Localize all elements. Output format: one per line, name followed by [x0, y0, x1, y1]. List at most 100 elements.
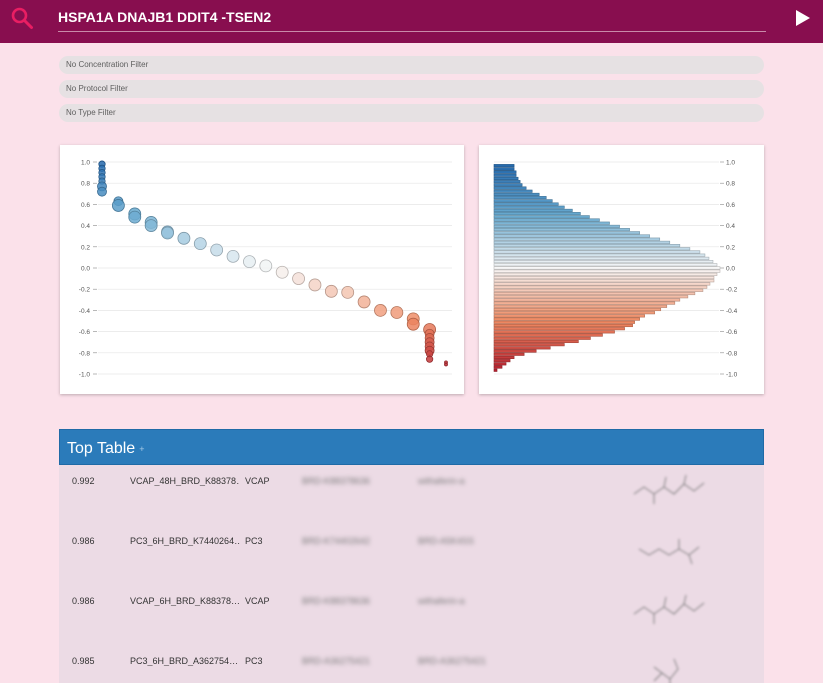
histogram-bar[interactable] — [493, 323, 633, 328]
scatter-point[interactable] — [275, 265, 289, 279]
scatter-point[interactable] — [226, 249, 240, 263]
histogram-bar[interactable] — [493, 183, 523, 187]
histogram-bar[interactable] — [493, 240, 671, 244]
scatter-point[interactable] — [193, 237, 207, 251]
search-icon[interactable] — [10, 6, 34, 30]
histogram-bar[interactable] — [493, 260, 714, 264]
scatter-point[interactable] — [426, 355, 434, 363]
type-filter[interactable]: No Type Filter — [59, 104, 764, 122]
scatter-point[interactable] — [374, 303, 387, 317]
scatter-point[interactable] — [177, 231, 191, 245]
histogram-bar[interactable] — [493, 228, 630, 232]
histogram-bar[interactable] — [493, 167, 515, 171]
histogram-bar[interactable] — [493, 215, 590, 219]
histogram-bar[interactable] — [493, 314, 645, 318]
histogram-bar[interactable] — [493, 237, 661, 241]
signature-cell[interactable]: PC3_6H_BRD_K7440264… — [130, 536, 240, 546]
histogram-bar[interactable] — [493, 359, 511, 363]
scatter-point[interactable] — [128, 210, 142, 224]
histogram-bar[interactable] — [493, 368, 498, 372]
scatter-point[interactable] — [144, 219, 158, 232]
histogram-bar[interactable] — [493, 263, 718, 267]
scatter-point[interactable] — [111, 199, 125, 212]
histogram-bar[interactable] — [493, 164, 515, 168]
histogram-bar[interactable] — [493, 173, 517, 177]
histogram-bar[interactable] — [493, 362, 507, 366]
scatter-point[interactable] — [259, 259, 273, 273]
histogram-bar[interactable] — [493, 205, 565, 209]
scatter-point[interactable] — [341, 285, 355, 299]
play-icon[interactable] — [795, 9, 811, 27]
info-icon[interactable]: + — [139, 444, 145, 454]
scatter-point[interactable] — [444, 362, 448, 367]
histogram-bar[interactable] — [493, 346, 551, 350]
table-row[interactable]: 0.985 PC3_6H_BRD_A362754… PC3 BRD-A36275421… — [59, 645, 764, 683]
histogram-bar[interactable] — [493, 231, 640, 235]
histogram-bar[interactable] — [493, 212, 581, 216]
histogram-bar[interactable] — [493, 247, 691, 251]
histogram-bar[interactable] — [493, 208, 573, 212]
histogram-bar[interactable] — [493, 272, 718, 276]
histogram-bar[interactable] — [493, 365, 503, 369]
histogram-bar[interactable] — [493, 196, 547, 200]
histogram-bar[interactable] — [493, 298, 681, 302]
histogram-bar[interactable] — [493, 317, 640, 321]
histogram-bar[interactable] — [493, 327, 625, 331]
table-row[interactable]: 0.986 PC3_6H_BRD_K7440264… PC3 BRD-K7440264… — [59, 525, 764, 585]
table-row[interactable]: 0.986 VCAP_6H_BRD_K88378… VCAP BRD-K8837863… — [59, 585, 764, 645]
signature-cell[interactable]: VCAP_6H_BRD_K88378… — [130, 596, 240, 606]
histogram-bar[interactable] — [493, 275, 715, 280]
histogram-bar[interactable] — [493, 304, 668, 308]
histogram-bar[interactable] — [493, 244, 681, 248]
scatter-point[interactable] — [97, 186, 107, 197]
histogram-bar[interactable] — [493, 301, 676, 305]
scatter-point[interactable] — [357, 295, 371, 309]
histogram-bar[interactable] — [493, 180, 521, 184]
scatter-point[interactable] — [308, 278, 322, 292]
histogram-bar[interactable] — [493, 199, 553, 203]
histogram-bar[interactable] — [493, 224, 620, 228]
scatter-point[interactable] — [161, 226, 174, 240]
histogram-bar[interactable] — [493, 256, 710, 260]
histogram-bar[interactable] — [493, 320, 635, 324]
histogram-bar[interactable] — [493, 189, 533, 193]
histogram-bar[interactable] — [493, 339, 579, 344]
histogram-bar[interactable] — [493, 343, 565, 347]
histogram-bar[interactable] — [493, 186, 527, 190]
histogram-bar[interactable] — [493, 253, 706, 257]
scatter-point[interactable] — [406, 317, 420, 331]
concentration-filter[interactable]: No Concentration Filter — [59, 56, 764, 74]
scatter-point[interactable] — [390, 306, 404, 319]
histogram-bar[interactable] — [493, 279, 715, 283]
histogram-bar[interactable] — [493, 333, 603, 337]
protocol-filter[interactable]: No Protocol Filter — [59, 80, 764, 98]
histogram-bar[interactable] — [493, 349, 537, 353]
histogram-bar[interactable] — [493, 266, 721, 270]
histogram-bar[interactable] — [493, 192, 540, 196]
scatter-point[interactable] — [243, 255, 256, 269]
histogram-bar[interactable] — [493, 250, 701, 254]
scatter-point[interactable] — [210, 243, 224, 257]
histogram-bar[interactable] — [493, 295, 689, 299]
histogram-bar[interactable] — [493, 269, 721, 273]
table-row[interactable]: 0.992 VCAP_48H_BRD_K88378… VCAP BRD-K883786… — [59, 465, 764, 525]
histogram-bar[interactable] — [493, 291, 696, 296]
histogram-bar[interactable] — [493, 282, 711, 286]
scatter-point[interactable] — [292, 272, 305, 286]
histogram-bar[interactable] — [493, 352, 525, 356]
histogram-bar[interactable] — [493, 285, 708, 289]
histogram-bar[interactable] — [493, 288, 704, 292]
signature-cell[interactable]: PC3_6H_BRD_A362754… — [130, 656, 239, 666]
histogram-bar[interactable] — [493, 355, 515, 359]
histogram-bar[interactable] — [493, 221, 610, 225]
search-input[interactable]: HSPA1A DNAJB1 DDIT4 -TSEN2 — [58, 4, 766, 32]
histogram-bar[interactable] — [493, 218, 600, 222]
histogram-bar[interactable] — [493, 311, 656, 315]
signature-cell[interactable]: VCAP_48H_BRD_K88378… — [130, 476, 240, 486]
histogram-bar[interactable] — [493, 202, 559, 206]
histogram-bar[interactable] — [493, 234, 650, 238]
histogram-bar[interactable] — [493, 176, 519, 181]
histogram-bar[interactable] — [493, 336, 591, 340]
histogram-bar[interactable] — [493, 170, 517, 174]
scatter-point[interactable] — [324, 284, 338, 298]
